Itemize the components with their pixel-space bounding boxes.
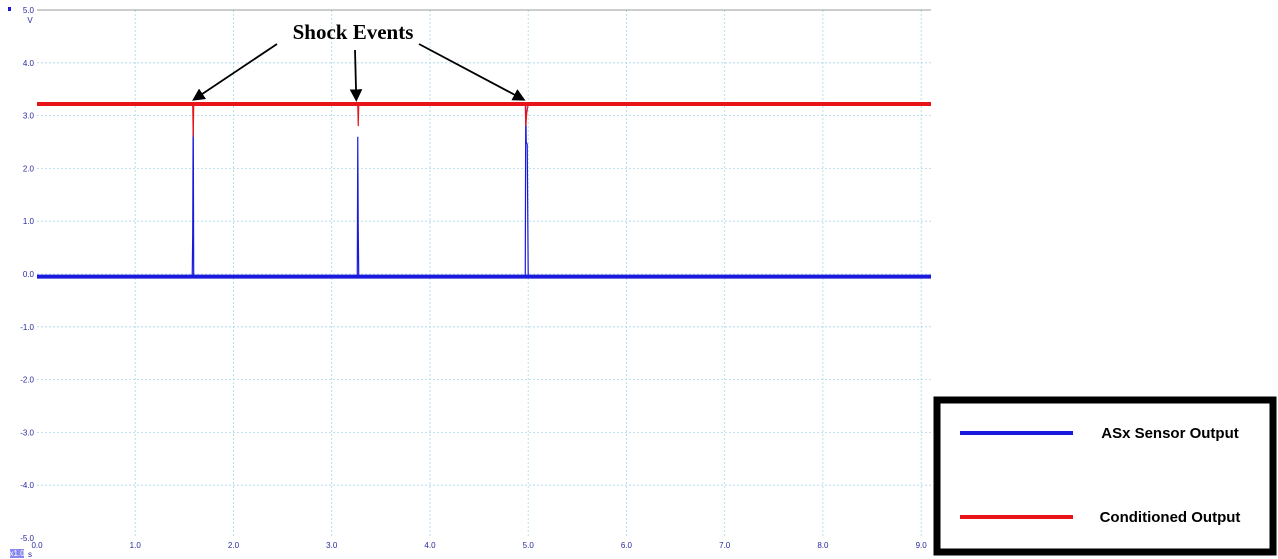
legend-box [933,396,1277,556]
legend-label: ASx Sensor Output [1101,425,1239,442]
y-unit-label: V [27,16,33,25]
y-tick-label: 5.0 [23,6,35,15]
legend-label: Conditioned Output [1100,509,1241,526]
series-line [37,103,931,137]
grid [37,10,931,538]
x-tick-label: 2.0 [228,541,240,550]
series-layer [37,101,931,279]
series-asx-sensor-output [37,102,931,279]
x-tick-label: 5.0 [523,541,535,550]
x-scale-badge: x1.0 [9,549,25,558]
y-tick-label: -1.0 [20,323,34,332]
annotation-label: Shock Events [293,20,414,44]
channel-marker [8,7,11,11]
y-tick-label: -3.0 [20,428,34,437]
x-tick-label: 3.0 [326,541,338,550]
y-tick-label: -5.0 [20,534,34,543]
series-conditioned-output [37,101,931,137]
x-tick-label: 8.0 [817,541,829,550]
legend: ASx Sensor Output Conditioned Output [933,396,1277,556]
y-tick-label: 1.0 [23,217,35,226]
shock-event-arrow [349,49,363,102]
y-tick-label: -4.0 [20,481,34,490]
x-tick-label: 6.0 [621,541,633,550]
y-tick-label: 0.0 [23,270,35,279]
x-unit-label: s [28,550,32,559]
x-scale-badge-bg [10,549,24,558]
shock-event-arrow [418,43,526,101]
annotation-layer: Shock Events [192,20,526,102]
x-tick-label: 4.0 [424,541,436,550]
x-tick-label: 7.0 [719,541,731,550]
series-line [37,102,931,278]
y-tick-label: -2.0 [20,376,34,385]
x-tick-label: 9.0 [916,541,928,550]
x-tick-label: 1.0 [130,541,142,550]
y-tick-label: 2.0 [23,164,35,173]
shock-event-arrow [192,43,278,101]
x-tick-label: 0.0 [31,541,43,550]
y-tick-label: 3.0 [23,112,35,121]
axes: 0.0 1.0 2.0 3.0 4.0 5.0 6.0 7.0 8.0 9.0 5.0 4.0 3.0 2… [8,6,931,559]
y-tick-label: 4.0 [23,59,35,68]
